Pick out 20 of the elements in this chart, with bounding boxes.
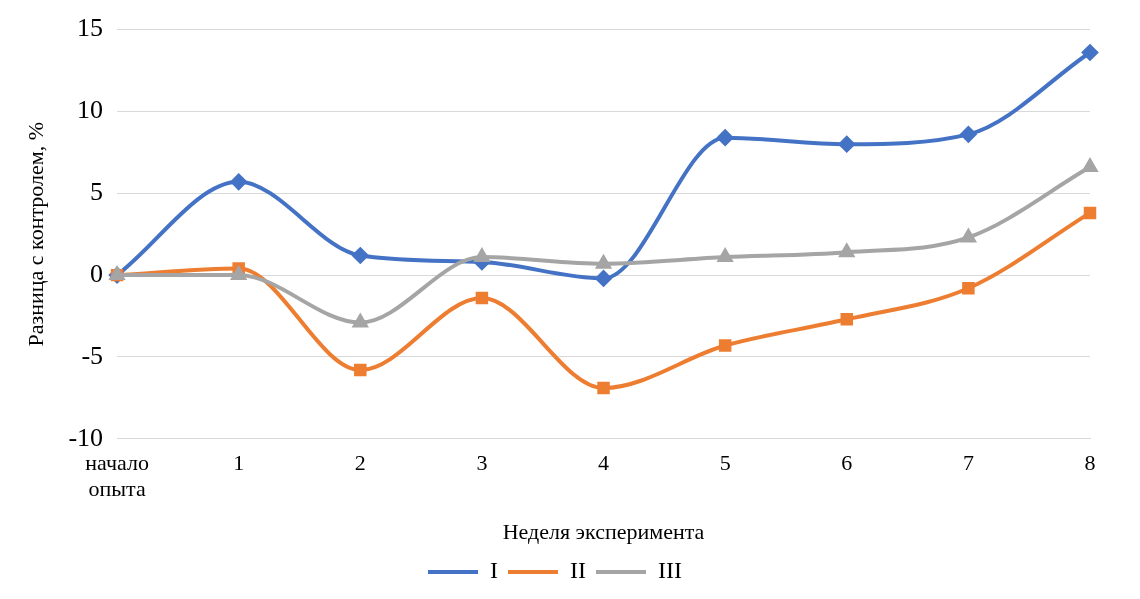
- legend-label: II: [570, 557, 587, 584]
- y-tick-label: -5: [81, 340, 104, 370]
- legend-label: III: [658, 557, 682, 584]
- x-tick-label: 3: [476, 449, 488, 475]
- x-tick-label: 5: [719, 449, 731, 475]
- x-tick-label: 4: [598, 449, 610, 475]
- y-tick-label: 15: [77, 13, 104, 43]
- x-tick-label: 6: [841, 449, 853, 475]
- x-axis-title: Неделя эксперимента: [502, 518, 705, 544]
- x-tick-label: 2: [354, 449, 366, 475]
- x-tick-label: 7: [962, 449, 974, 475]
- y-axis-title: Разница с контролем, %: [22, 121, 48, 347]
- x-tick-label: 1: [233, 449, 245, 475]
- y-tick-label: 10: [77, 95, 104, 125]
- x-tick-label: начало опыта: [85, 449, 149, 502]
- x-tick-label: 8: [1084, 449, 1096, 475]
- y-tick-label: -10: [68, 422, 104, 452]
- legend-label: I: [490, 557, 499, 584]
- y-tick-label: 0: [90, 258, 104, 288]
- y-tick-label: 5: [90, 177, 104, 207]
